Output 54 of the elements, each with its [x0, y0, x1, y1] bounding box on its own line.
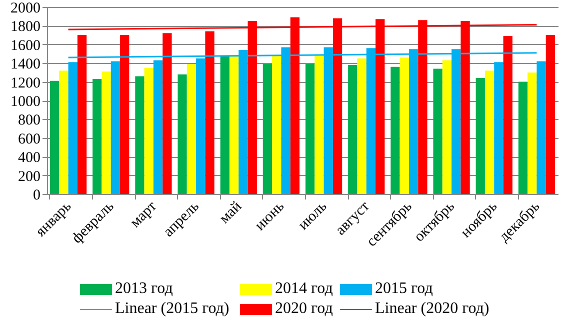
bar: [484, 70, 494, 194]
bar: [546, 35, 556, 194]
x-tick-label: май: [216, 198, 245, 227]
bar: [153, 60, 163, 194]
bar: [400, 57, 409, 194]
bar: [102, 72, 111, 194]
bar: [50, 80, 60, 194]
y-tick-label: 200: [18, 168, 40, 185]
bar: [92, 78, 102, 194]
y-tick-label: 800: [18, 112, 40, 129]
bar: [503, 36, 512, 194]
bar: [135, 76, 144, 194]
bar: [220, 56, 230, 194]
bar: [433, 68, 442, 194]
bar: [59, 70, 68, 194]
legend-label: Linear (2015 год): [115, 300, 230, 318]
bar: [144, 68, 154, 194]
bar: [357, 58, 366, 194]
bar: [314, 56, 324, 194]
bar: [494, 62, 504, 194]
bar: [186, 64, 196, 194]
bar: [205, 31, 214, 194]
y-tick-label: 2000: [10, 0, 40, 16]
bar: [272, 56, 282, 194]
legend-label: 2015 год: [375, 280, 433, 298]
bar: [305, 64, 315, 194]
bar: [528, 72, 537, 194]
y-tick-label: 400: [18, 150, 40, 166]
bar: [536, 61, 546, 194]
x-tick-label: март: [127, 198, 160, 232]
y-tick-label: 1000: [10, 94, 40, 110]
legend-label: 2020 год: [275, 300, 333, 318]
y-tick-label: 0: [33, 188, 40, 204]
bar: [178, 74, 187, 194]
y-tick-label: 1200: [10, 75, 40, 92]
bar: [68, 62, 78, 194]
y-tick-label: 1800: [10, 19, 40, 36]
y-tick-label: 600: [18, 131, 40, 148]
bar: [442, 60, 452, 194]
bar: [162, 33, 172, 194]
legend-label: 2014 год: [275, 280, 333, 298]
legend-label: 2013 год: [115, 280, 173, 298]
bar: [110, 61, 120, 194]
bar: [77, 35, 87, 194]
y-tick-label: 1600: [10, 38, 40, 54]
bar: [120, 35, 130, 194]
bar: [262, 64, 272, 194]
bar: [518, 82, 528, 194]
bar: [390, 66, 400, 194]
bar: [229, 56, 239, 194]
legend-label: Linear (2020 год): [375, 300, 490, 318]
bar: [476, 78, 485, 194]
bar: [348, 64, 358, 194]
y-tick-label: 1400: [10, 56, 40, 73]
